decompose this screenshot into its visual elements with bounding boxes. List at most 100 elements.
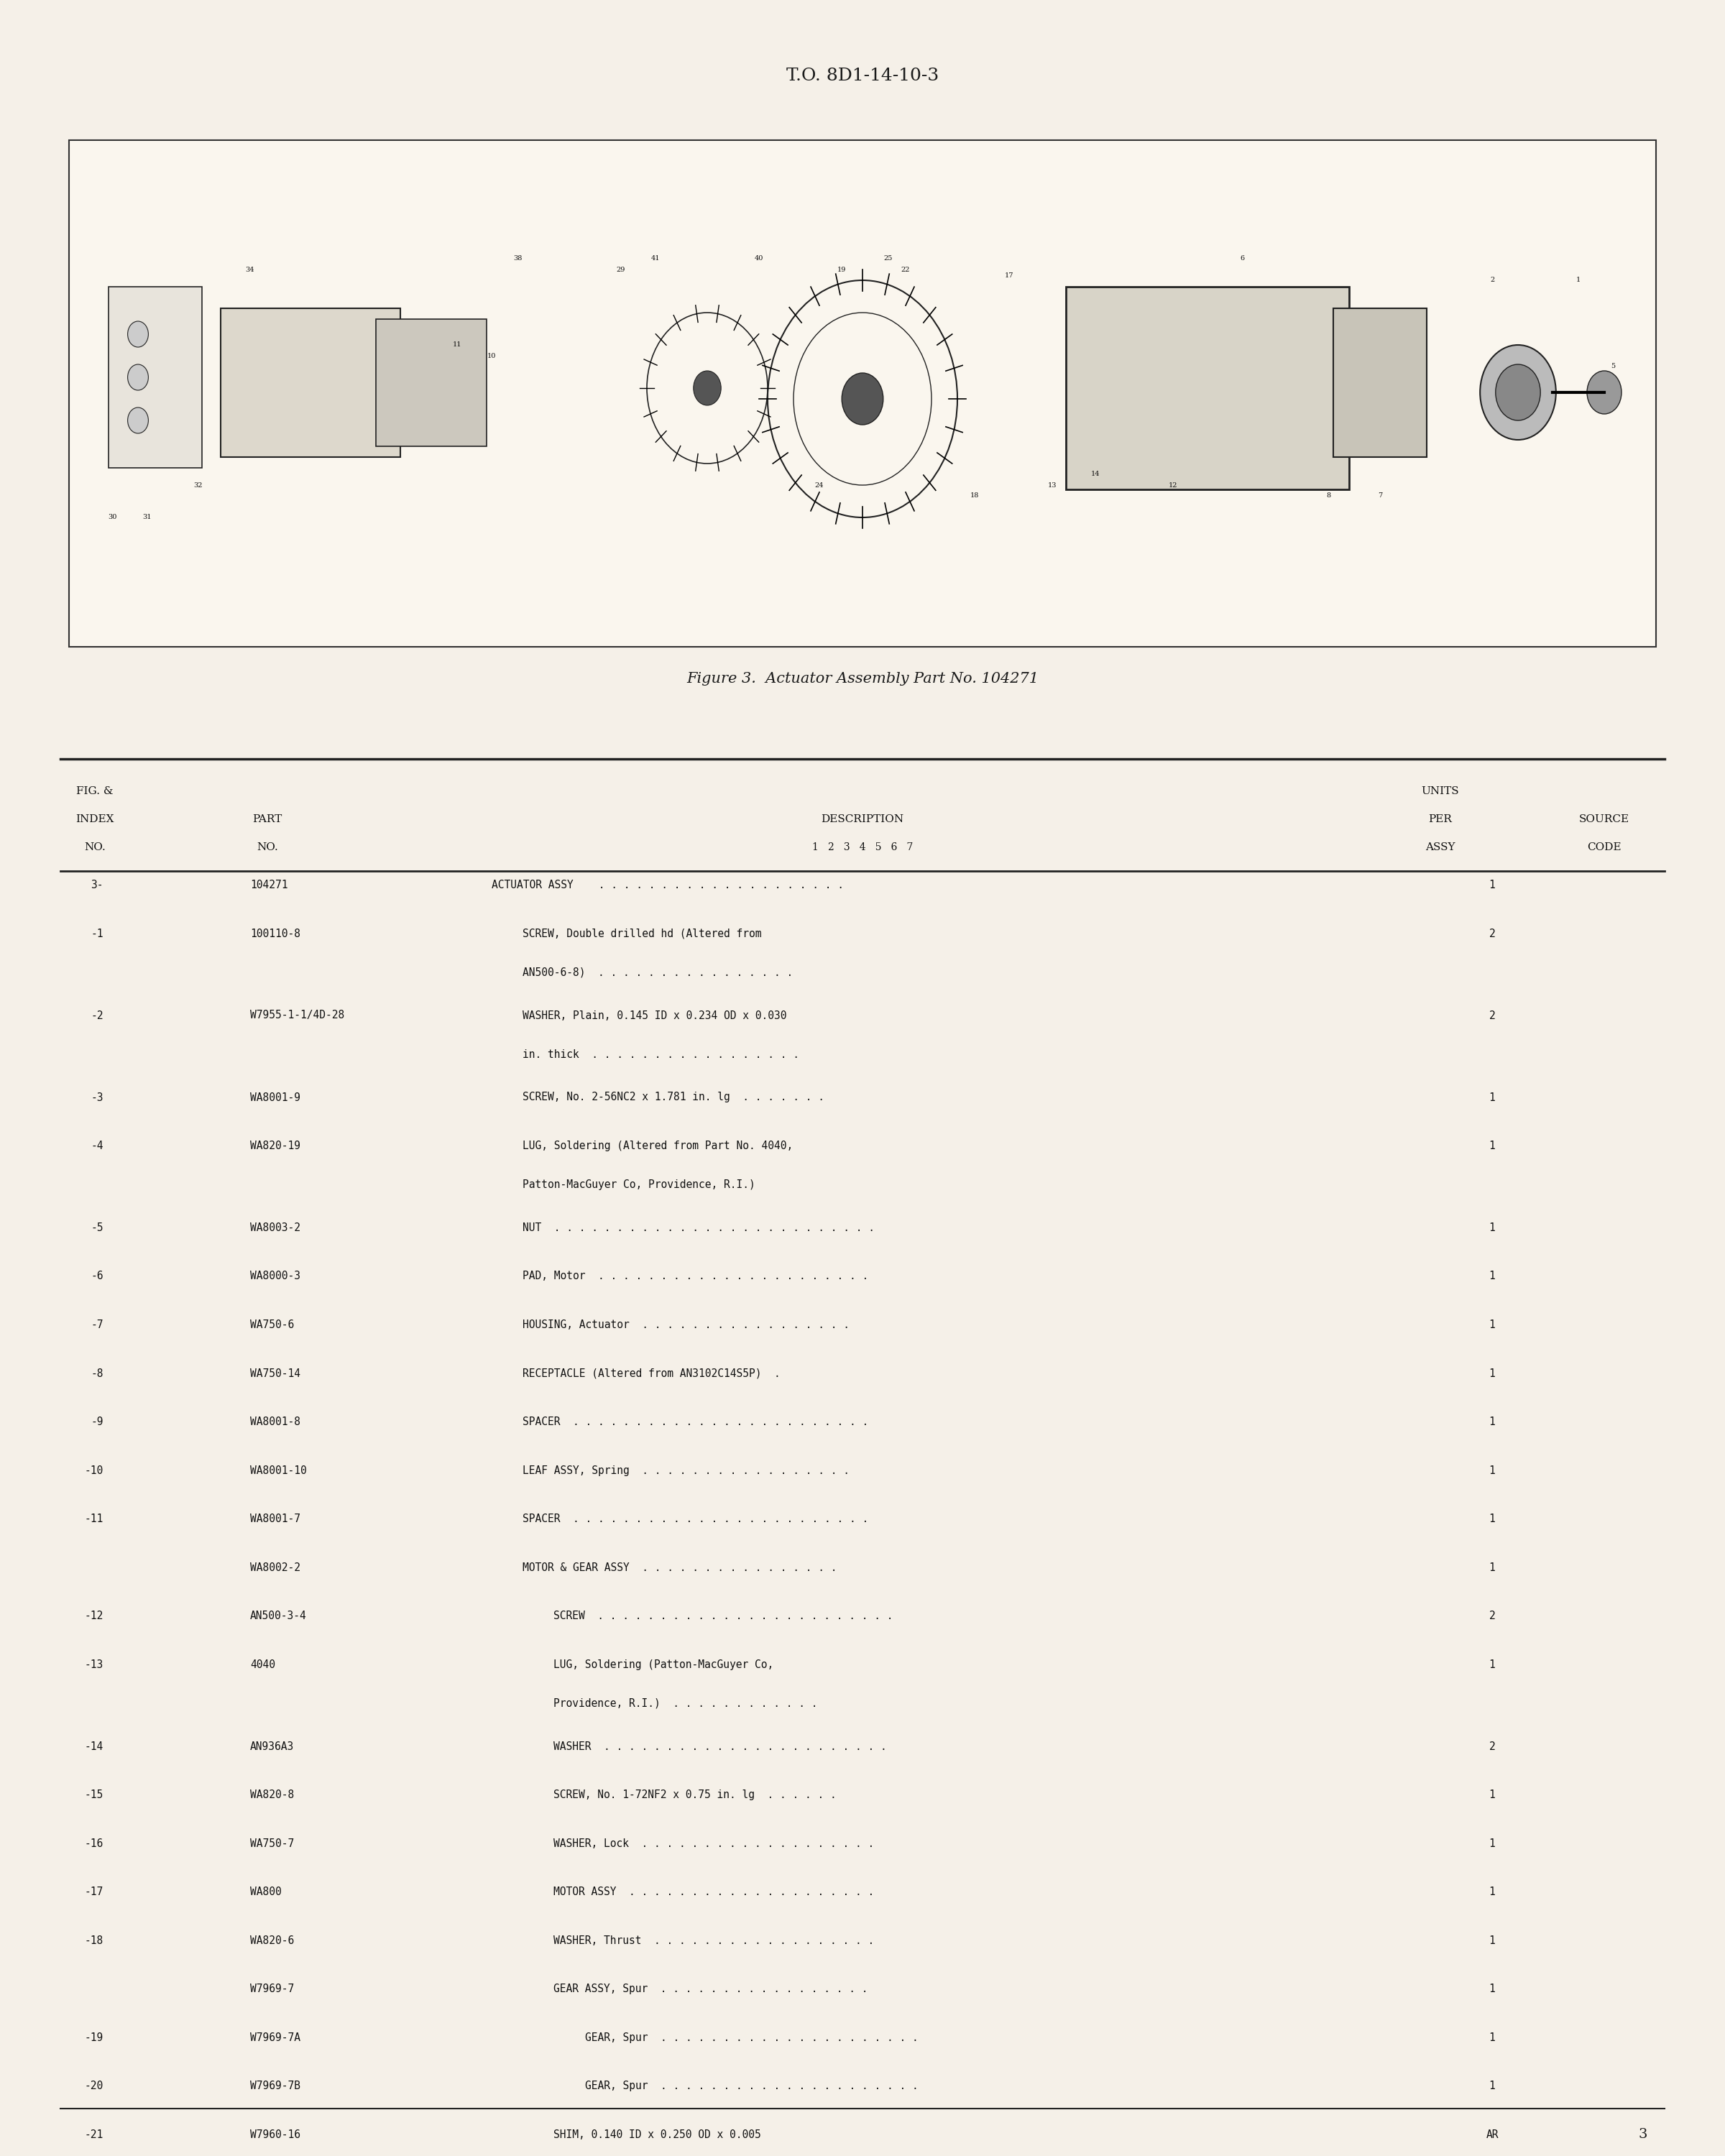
Text: WA820-6: WA820-6 xyxy=(250,1936,295,1947)
FancyBboxPatch shape xyxy=(109,287,202,468)
Text: W7969-7A: W7969-7A xyxy=(250,2033,300,2044)
Text: GEAR, Spur  . . . . . . . . . . . . . . . . . . . . .: GEAR, Spur . . . . . . . . . . . . . . .… xyxy=(585,2081,918,2091)
Text: T.O. 8D1-14-10-3: T.O. 8D1-14-10-3 xyxy=(787,67,938,84)
Text: WA8000-3: WA8000-3 xyxy=(250,1272,300,1281)
Text: GEAR ASSY, Spur  . . . . . . . . . . . . . . . . .: GEAR ASSY, Spur . . . . . . . . . . . . … xyxy=(554,1984,868,1994)
Text: 1: 1 xyxy=(1489,1369,1496,1380)
Text: WA8003-2: WA8003-2 xyxy=(250,1222,300,1233)
Text: NO.: NO. xyxy=(85,843,105,852)
Text: W7960-16: W7960-16 xyxy=(250,2130,300,2141)
Text: -20: -20 xyxy=(85,2081,104,2091)
Text: 100110-8: 100110-8 xyxy=(250,927,300,940)
Text: 4040: 4040 xyxy=(250,1660,276,1671)
Text: WA820-8: WA820-8 xyxy=(250,1789,295,1800)
Text: INDEX: INDEX xyxy=(76,815,114,824)
Text: SPACER  . . . . . . . . . . . . . . . . . . . . . . . .: SPACER . . . . . . . . . . . . . . . . .… xyxy=(523,1514,869,1524)
Text: WA820-19: WA820-19 xyxy=(250,1141,300,1151)
Text: -10: -10 xyxy=(85,1466,104,1477)
Text: 104271: 104271 xyxy=(250,880,288,890)
Text: UNITS: UNITS xyxy=(1421,787,1459,796)
Text: 3-: 3- xyxy=(91,880,104,890)
Text: HOUSING, Actuator  . . . . . . . . . . . . . . . . .: HOUSING, Actuator . . . . . . . . . . . … xyxy=(523,1319,850,1330)
Text: ASSY: ASSY xyxy=(1425,843,1456,852)
Text: -11: -11 xyxy=(85,1514,104,1524)
Text: LUG, Soldering (Patton-MacGuyer Co,: LUG, Soldering (Patton-MacGuyer Co, xyxy=(554,1660,775,1671)
Text: -2: -2 xyxy=(91,1009,104,1022)
Text: -1: -1 xyxy=(91,927,104,940)
FancyBboxPatch shape xyxy=(69,140,1656,647)
Text: -8: -8 xyxy=(91,1369,104,1380)
Text: Providence, R.I.)  . . . . . . . . . . . .: Providence, R.I.) . . . . . . . . . . . … xyxy=(554,1699,818,1710)
Text: MOTOR & GEAR ASSY  . . . . . . . . . . . . . . . .: MOTOR & GEAR ASSY . . . . . . . . . . . … xyxy=(523,1563,837,1574)
Text: 38: 38 xyxy=(512,257,523,263)
Text: AR: AR xyxy=(1485,2130,1499,2141)
Text: 2: 2 xyxy=(1489,927,1496,940)
Text: 1: 1 xyxy=(1489,1091,1496,1104)
Circle shape xyxy=(1587,371,1622,414)
Text: 1: 1 xyxy=(1489,880,1496,890)
Text: NO.: NO. xyxy=(257,843,278,852)
Text: -9: -9 xyxy=(91,1416,104,1427)
Text: WA800: WA800 xyxy=(250,1886,281,1897)
Text: SHIM, 0.140 ID x 0.250 OD x 0.005: SHIM, 0.140 ID x 0.250 OD x 0.005 xyxy=(554,2130,761,2141)
Text: 32: 32 xyxy=(193,483,204,489)
Text: WASHER  . . . . . . . . . . . . . . . . . . . . . . .: WASHER . . . . . . . . . . . . . . . . .… xyxy=(554,1742,887,1753)
Text: Figure 3.  Actuator Assembly Part No. 104271: Figure 3. Actuator Assembly Part No. 104… xyxy=(687,673,1038,686)
Text: WA8001-10: WA8001-10 xyxy=(250,1466,307,1477)
Text: PART: PART xyxy=(252,815,283,824)
Text: SCREW, No. 1-72NF2 x 0.75 in. lg  . . . . . .: SCREW, No. 1-72NF2 x 0.75 in. lg . . . .… xyxy=(554,1789,837,1800)
FancyBboxPatch shape xyxy=(221,308,400,457)
Text: 19: 19 xyxy=(837,267,847,274)
Text: 3: 3 xyxy=(1639,2128,1647,2141)
Text: W7969-7: W7969-7 xyxy=(250,1984,295,1994)
Text: 11: 11 xyxy=(452,341,462,347)
Text: AN500-3-4: AN500-3-4 xyxy=(250,1611,307,1621)
Text: 1: 1 xyxy=(1489,1984,1496,1994)
Text: 1: 1 xyxy=(1489,1319,1496,1330)
Circle shape xyxy=(128,407,148,433)
Text: WASHER, Plain, 0.145 ID x 0.234 OD x 0.030: WASHER, Plain, 0.145 ID x 0.234 OD x 0.0… xyxy=(523,1009,787,1022)
Text: 12: 12 xyxy=(1168,483,1178,489)
Text: 14: 14 xyxy=(1090,472,1101,479)
Text: 1: 1 xyxy=(1489,1839,1496,1850)
Text: W7955-1-1/4D-28: W7955-1-1/4D-28 xyxy=(250,1009,345,1022)
Text: 1: 1 xyxy=(1489,1886,1496,1897)
Text: AN500-6-8)  . . . . . . . . . . . . . . . .: AN500-6-8) . . . . . . . . . . . . . . .… xyxy=(523,966,794,979)
Text: -7: -7 xyxy=(91,1319,104,1330)
Text: -13: -13 xyxy=(85,1660,104,1671)
Text: 1: 1 xyxy=(1489,1416,1496,1427)
Text: -17: -17 xyxy=(85,1886,104,1897)
Text: SPACER  . . . . . . . . . . . . . . . . . . . . . . . .: SPACER . . . . . . . . . . . . . . . . .… xyxy=(523,1416,869,1427)
Text: SCREW, No. 2-56NC2 x 1.781 in. lg  . . . . . . .: SCREW, No. 2-56NC2 x 1.781 in. lg . . . … xyxy=(523,1091,825,1104)
Text: in. thick  . . . . . . . . . . . . . . . . .: in. thick . . . . . . . . . . . . . . . … xyxy=(523,1050,799,1061)
Text: DESCRIPTION: DESCRIPTION xyxy=(821,815,904,824)
Text: 1   2   3   4   5   6   7: 1 2 3 4 5 6 7 xyxy=(812,843,913,852)
Text: -14: -14 xyxy=(85,1742,104,1753)
Text: NUT  . . . . . . . . . . . . . . . . . . . . . . . . . .: NUT . . . . . . . . . . . . . . . . . . … xyxy=(523,1222,875,1233)
Text: -12: -12 xyxy=(85,1611,104,1621)
Text: WA8002-2: WA8002-2 xyxy=(250,1563,300,1574)
Text: 2: 2 xyxy=(1489,1742,1496,1753)
Text: 1: 1 xyxy=(1489,2081,1496,2091)
Text: 1: 1 xyxy=(1489,2033,1496,2044)
Text: 31: 31 xyxy=(141,515,152,522)
Text: WA750-7: WA750-7 xyxy=(250,1839,295,1850)
Text: 1: 1 xyxy=(1489,1563,1496,1574)
Text: ACTUATOR ASSY    . . . . . . . . . . . . . . . . . . . .: ACTUATOR ASSY . . . . . . . . . . . . . … xyxy=(492,880,844,890)
Text: 6: 6 xyxy=(1240,257,1244,263)
Text: LEAF ASSY, Spring  . . . . . . . . . . . . . . . . .: LEAF ASSY, Spring . . . . . . . . . . . … xyxy=(523,1466,850,1477)
Text: 34: 34 xyxy=(245,267,255,274)
Text: -15: -15 xyxy=(85,1789,104,1800)
FancyBboxPatch shape xyxy=(1333,308,1427,457)
Text: SOURCE: SOURCE xyxy=(1578,815,1630,824)
FancyBboxPatch shape xyxy=(1066,287,1349,489)
Text: SCREW, Double drilled hd (Altered from: SCREW, Double drilled hd (Altered from xyxy=(523,927,762,940)
Circle shape xyxy=(1480,345,1556,440)
Text: WASHER, Lock  . . . . . . . . . . . . . . . . . . .: WASHER, Lock . . . . . . . . . . . . . .… xyxy=(554,1839,875,1850)
Text: -21: -21 xyxy=(85,2130,104,2141)
Text: 40: 40 xyxy=(754,257,764,263)
Text: 24: 24 xyxy=(814,483,825,489)
Text: 2: 2 xyxy=(1489,1611,1496,1621)
Text: 18: 18 xyxy=(969,494,980,500)
Text: AN936A3: AN936A3 xyxy=(250,1742,295,1753)
